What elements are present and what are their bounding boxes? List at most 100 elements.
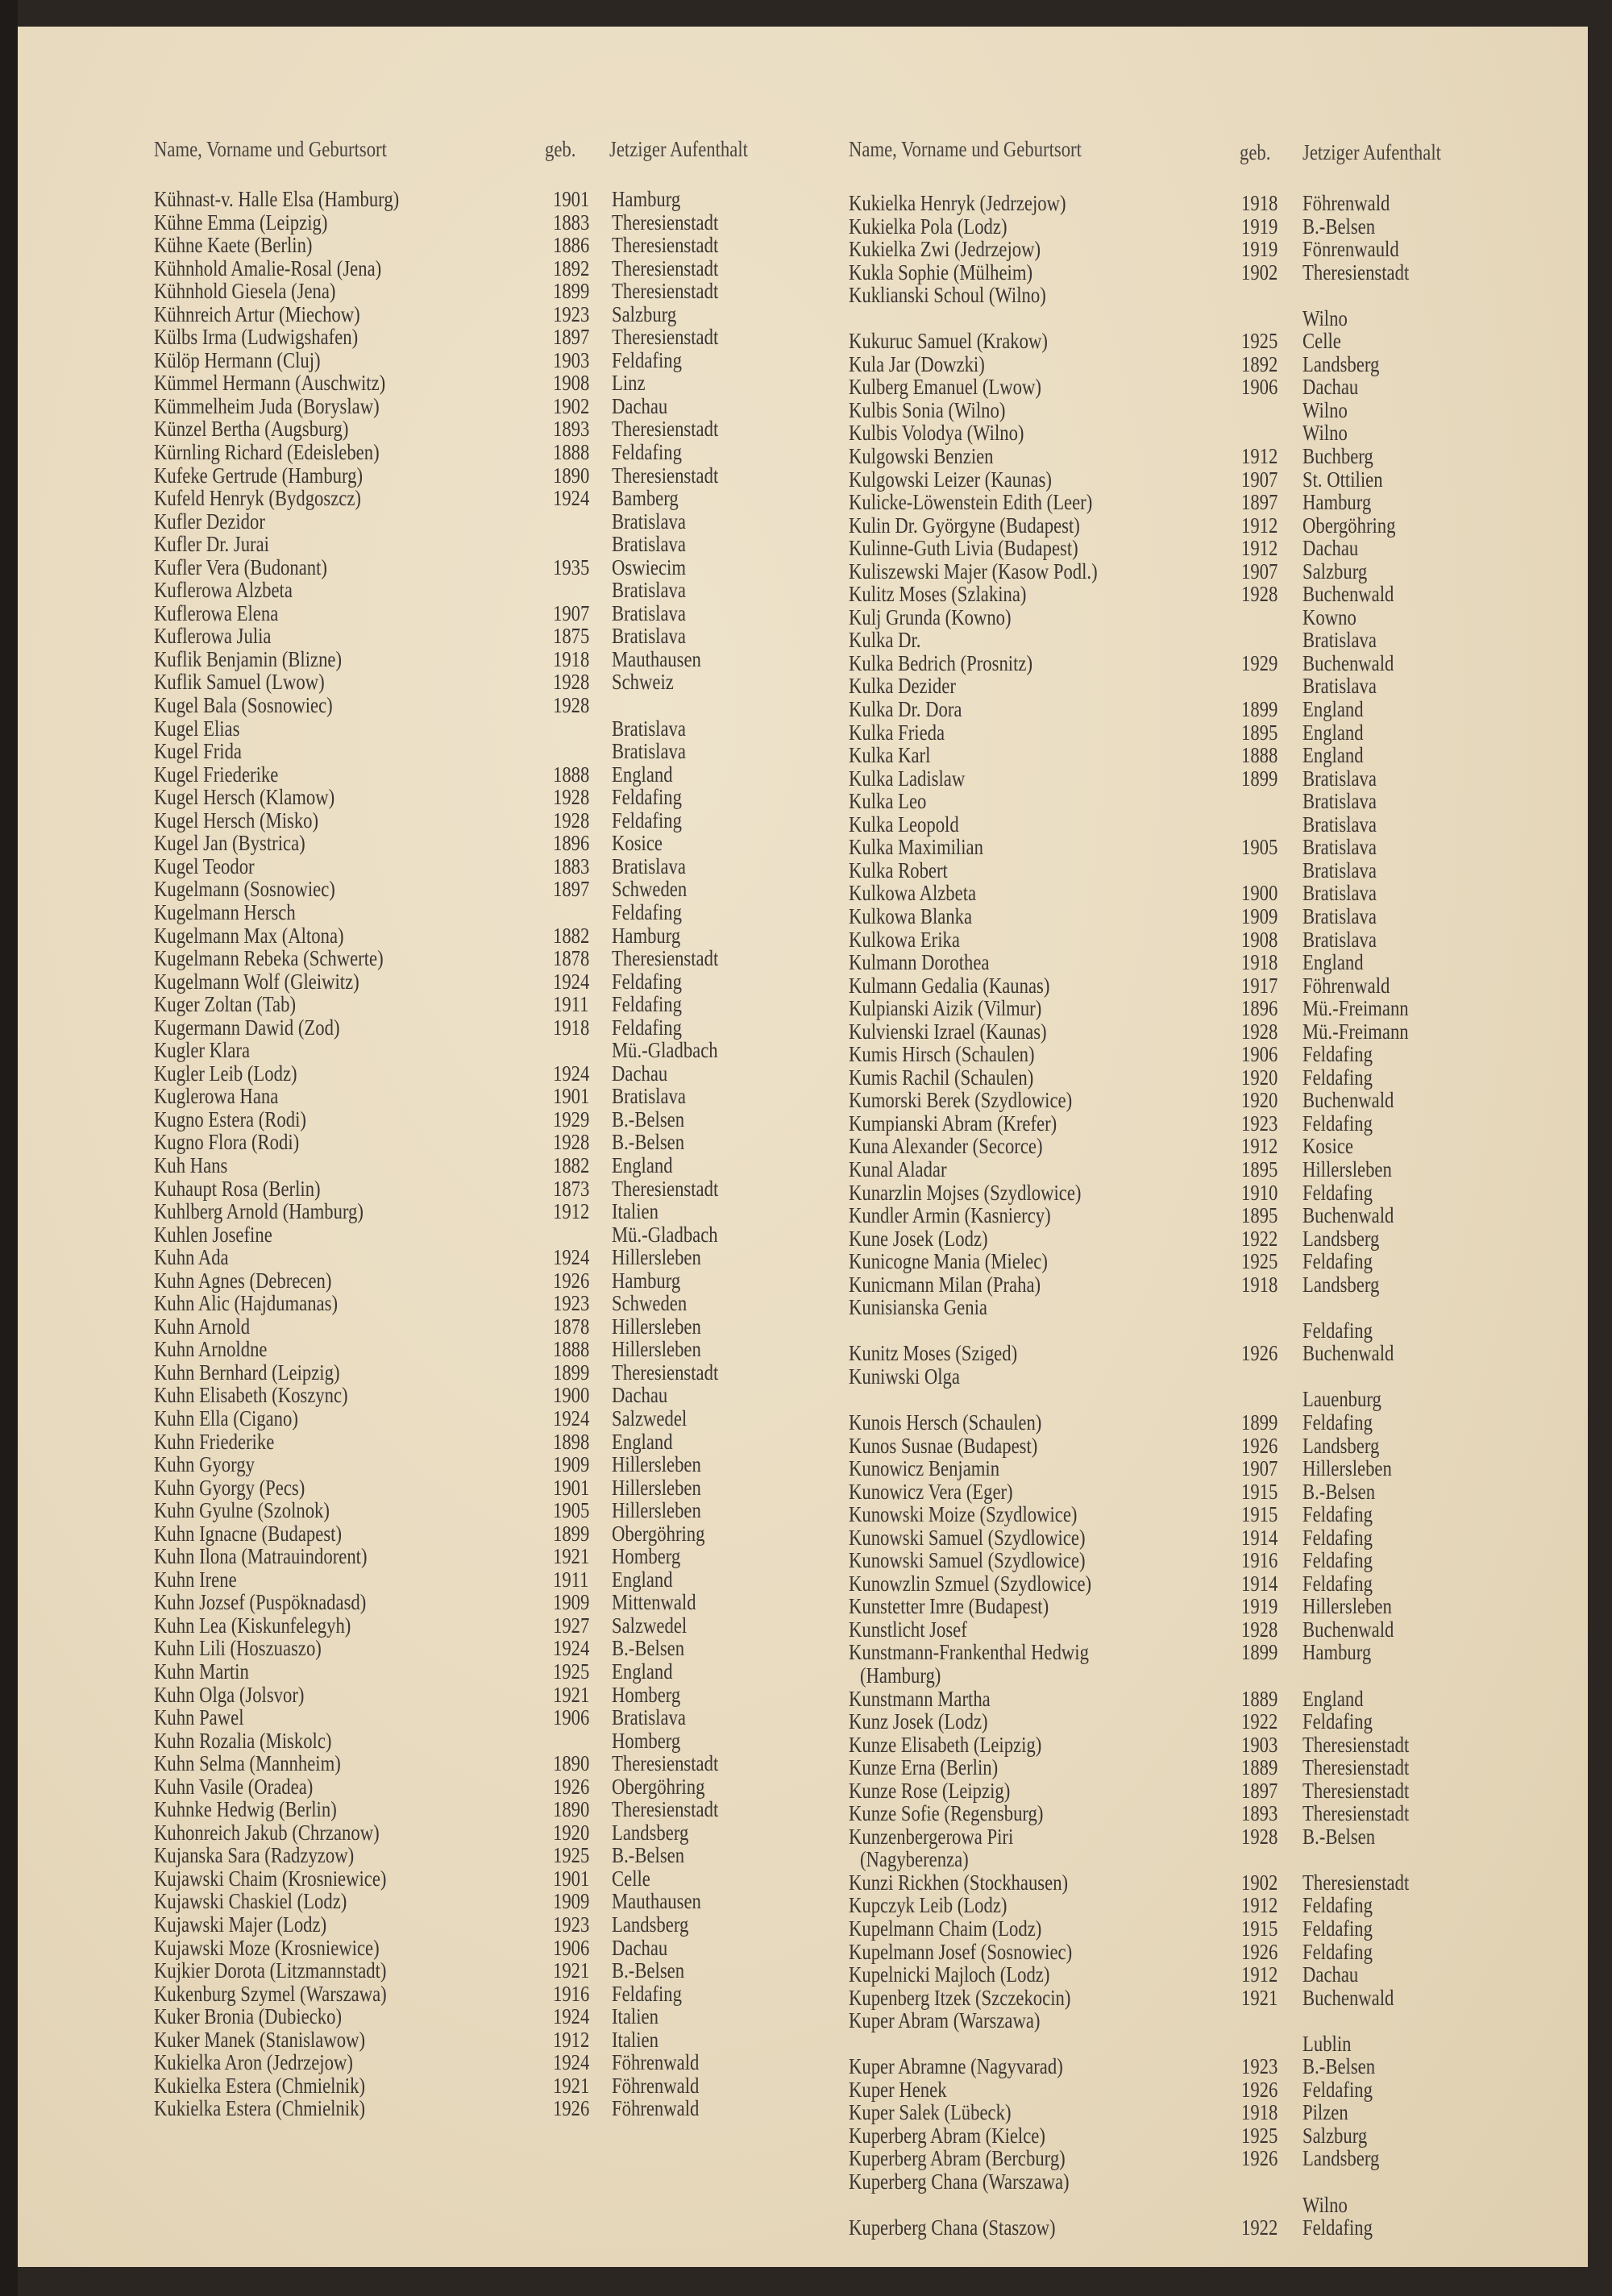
entry-name: Kujanska Sara (Radzyzow) (154, 1843, 355, 1868)
entry-birth-year: 1926 (553, 2096, 590, 2121)
entry-name: Kuniwski Olga (849, 1364, 960, 1389)
entry-birth-year: 1912 (1241, 444, 1278, 469)
entry-name: Kulka Leo (849, 789, 927, 814)
entry-birth-year: 1900 (553, 1383, 590, 1408)
entry-birth-year: 1909 (553, 1889, 590, 1914)
entry-residence: Feldafing (1302, 1042, 1373, 1067)
entry-name: Kuhn Gyorgy (154, 1452, 255, 1477)
entry-name: Kuhn Pawel (154, 1705, 244, 1730)
entry-name: Kuperberg Chana (Warszawa) (849, 2169, 1070, 2194)
entry-residence: Feldafing (612, 785, 682, 810)
entry-name: Kühnhold Amalie-Rosal (Jena) (154, 255, 382, 280)
entry-residence: Feldafing (1302, 1709, 1373, 1734)
header-born-label: geb. (545, 137, 576, 161)
entry-residence: Theresienstadt (612, 463, 719, 488)
entry-name: Kujawski Chaskiel (Lodz) (154, 1889, 347, 1914)
entry-name: Kumpianski Abram (Krefer) (849, 1111, 1057, 1136)
entry-birth-year: 1925 (1241, 2123, 1278, 2148)
entry-name: Kuhnke Hedwig (Berlin) (154, 1797, 337, 1822)
entry-residence: Celle (612, 1866, 650, 1891)
entry-name: Kunze Elisabeth (Leipzig) (849, 1732, 1042, 1757)
entry-name: Künzel Bertha (Augsburg) (154, 417, 349, 442)
entry-birth-year: 1918 (553, 646, 590, 671)
entry-birth-year: 1925 (1241, 329, 1278, 354)
header-residence-right: Jetziger Aufenthalt (1302, 140, 1468, 165)
entry-birth-year: 1896 (553, 831, 590, 856)
entry-name: Kuhn Friederike (154, 1429, 275, 1454)
entry-name: Kugelmann Rebeka (Schwerte) (154, 946, 384, 971)
entry-birth-year: 1901 (553, 1084, 590, 1109)
entry-residence: Oswiecim (612, 554, 686, 579)
entry-residence: Theresienstadt (612, 417, 719, 442)
entry-birth-year: 1926 (1241, 2146, 1278, 2171)
entry-name: Kulgowski Leizer (Kaunas) (849, 467, 1052, 492)
entry-birth-year: 1875 (553, 624, 590, 649)
entry-residence: Hillersleben (612, 1337, 701, 1362)
entry-name: Kulberg Emanuel (Lwow) (849, 375, 1041, 400)
entry-residence: Bratislava (1302, 927, 1377, 952)
entry-birth-year: 1928 (1241, 1824, 1278, 1849)
entry-name: Kulka Bedrich (Prosnitz) (849, 650, 1033, 675)
entry-name: Kuhn Lea (Kiskunfelegyh) (154, 1613, 351, 1638)
entry-name: Kulbis Sonia (Wilno) (849, 397, 1006, 422)
entry-residence: Lauenburg (1302, 1387, 1381, 1412)
entry-residence: Bratislava (612, 853, 686, 878)
entry-name: Kukielka Estera (Chmielnik) (154, 2073, 366, 2098)
entry-birth-year: 1893 (1241, 1801, 1278, 1826)
entry-name: Kugermann Dawid (Zod) (154, 1015, 340, 1040)
entry-residence: Bratislava (612, 1705, 686, 1730)
entry-residence: Feldafing (1302, 1180, 1373, 1205)
entry-residence: Theresienstadt (612, 1797, 719, 1822)
entry-name: Kuflik Benjamin (Blizne) (154, 646, 343, 671)
entry-name: Kugel Hersch (Misko) (154, 808, 319, 832)
entry-birth-year: 1908 (553, 371, 590, 396)
entry-residence: B.-Belsen (1302, 214, 1376, 239)
entry-name: Kufeke Gertrude (Hamburg) (154, 463, 364, 488)
entry-birth-year: 1873 (553, 1176, 590, 1201)
entry-name: Kühne Emma (Leipzig) (154, 210, 328, 235)
entry-residence: Feldafing (1302, 2077, 1373, 2102)
entry-residence: Feldafing (1302, 1525, 1373, 1550)
entry-residence: Föhrenwald (1302, 973, 1390, 998)
entry-birth-year: 1935 (553, 554, 590, 579)
entry-name: Kuper Henek (849, 2077, 947, 2102)
entry-birth-year: 1928 (553, 808, 590, 832)
entry-name: Kukielka Henryk (Jedrzejow) (849, 191, 1066, 215)
header-name-left: Name, Vorname und Geburtsort (154, 137, 431, 162)
entry-name: Kugelmann Max (Altona) (154, 923, 344, 948)
entry-name: Kuhaupt Rosa (Berlin) (154, 1176, 321, 1201)
entry-name: Kuhn Selma (Mannheim) (154, 1751, 341, 1776)
entry-name: Kulkowa Blanka (849, 903, 973, 928)
entry-birth-year: 1923 (1241, 1111, 1278, 1136)
entry-residence: Theresienstadt (612, 325, 719, 350)
entry-birth-year: 1914 (1241, 1525, 1278, 1550)
entry-birth-year: 1915 (1241, 1502, 1278, 1527)
entry-birth-year: 1906 (1241, 375, 1278, 400)
entry-birth-year: 1928 (1241, 1617, 1278, 1642)
entry-residence: Theresienstadt (612, 279, 719, 304)
entry-birth-year: 1925 (553, 1659, 590, 1684)
entry-residence: Bratislava (1302, 789, 1377, 814)
entry-birth-year: 1882 (553, 1152, 590, 1177)
entry-residence: Homberg (612, 1728, 681, 1753)
entry-birth-year: 1922 (1241, 2215, 1278, 2240)
entry-name: Kuhonreich Jakub (Chrzanow) (154, 1820, 380, 1845)
entry-birth-year: 1901 (553, 187, 590, 211)
entry-birth-year: 1899 (553, 1360, 590, 1385)
entry-residence: Föhrenwald (612, 2096, 700, 2121)
header-residence-label: Jetziger Aufenthalt (1302, 140, 1441, 164)
entry-birth-year: 1909 (1241, 903, 1278, 928)
entry-name: Kugel Frida (154, 739, 242, 764)
entry-residence: Theresienstadt (1302, 259, 1410, 284)
entry-name: Kuhn Gyorgy (Pecs) (154, 1475, 305, 1500)
entry-name: Kulicke-Löwenstein Edith (Leer) (849, 490, 1093, 515)
entry-name: Kuflerowa Alzbeta (154, 578, 293, 603)
entry-name: Kukielka Pola (Lodz) (849, 214, 1008, 239)
entry-name: Kuper Salek (Lübeck) (849, 2100, 1012, 2125)
entry-birth-year: 1924 (553, 1636, 590, 1661)
entry-birth-year: 1895 (1241, 720, 1278, 745)
entry-residence: Feldafing (1302, 1065, 1373, 1090)
entry-residence: St. Ottilien (1302, 467, 1383, 492)
entry-birth-year: 1893 (553, 417, 590, 442)
entry-name: Kugel Bala (Sosnowiec) (154, 693, 333, 718)
